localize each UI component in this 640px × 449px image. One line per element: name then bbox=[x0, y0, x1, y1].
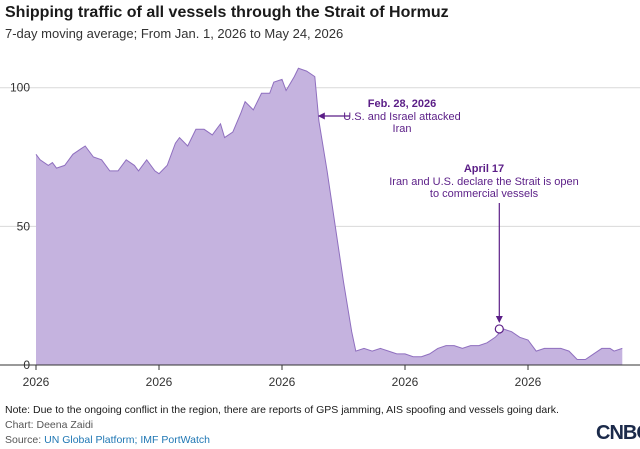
annotation-text-line: Iran and U.S. declare the Strait is open bbox=[389, 176, 579, 188]
chart-note: Note: Due to the ongoing conflict in the… bbox=[5, 404, 559, 416]
source-prefix: Source: bbox=[5, 434, 45, 446]
x-tick-label: 2026 bbox=[23, 375, 50, 389]
x-tick-label: 2026 bbox=[392, 375, 419, 389]
annotation-text-line: to commercial vessels bbox=[430, 188, 539, 200]
annotation-arrowhead bbox=[317, 112, 325, 120]
chart-subtitle: 7-day moving average; From Jan. 1, 2026 … bbox=[5, 26, 344, 41]
y-tick-label: 50 bbox=[17, 219, 31, 233]
chart-title: Shipping traffic of all vessels through … bbox=[5, 4, 449, 21]
x-tick-label: 2026 bbox=[269, 375, 296, 389]
y-tick-label: 100 bbox=[10, 81, 30, 95]
x-tick-label: 2026 bbox=[515, 375, 542, 389]
annotation-arrowhead bbox=[495, 315, 503, 323]
cnbc-logo-text: CNBC bbox=[596, 422, 640, 444]
annotation-text-line: U.S. and Israel attacked bbox=[343, 111, 460, 123]
series-area bbox=[36, 68, 623, 366]
chart-credit: Chart: Deena Zaidi bbox=[5, 419, 94, 431]
source-link[interactable]: UN Global Platform; IMF PortWatch bbox=[44, 434, 211, 446]
annotation-date-label: Feb. 28, 2026 bbox=[368, 98, 437, 110]
annotation-date-label: April 17 bbox=[464, 163, 504, 175]
series-line bbox=[35, 67, 623, 360]
annotation-marker bbox=[494, 324, 504, 334]
annotation-text-line: Iran bbox=[393, 123, 412, 135]
cnbc-logo: CNBC bbox=[596, 417, 640, 447]
x-tick-label: 2026 bbox=[146, 375, 173, 389]
chart-source: Source: UN Global Platform; IMF PortWatc… bbox=[5, 434, 210, 446]
